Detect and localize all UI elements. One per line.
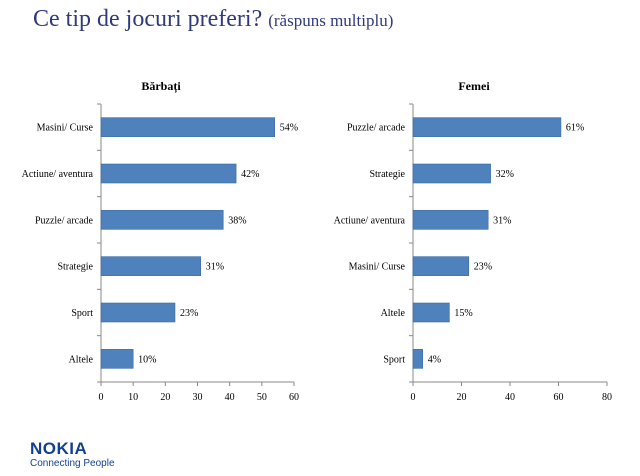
bar-men-4 — [100, 256, 202, 276]
chart-men: Bărbați 0 10 20 30 40 50 60 Masini/ Curse 54% Acti… — [22, 79, 299, 403]
bar-women-4 — [412, 256, 470, 276]
title-subtitle: (răspuns multiplu) — [268, 11, 394, 30]
data-label: 54% — [280, 123, 298, 134]
category-label: Puzzle/ arcade — [35, 215, 94, 226]
x-tick-label: 20 — [457, 392, 467, 403]
bar-women-3 — [412, 210, 489, 230]
x-tick-label: 10 — [128, 392, 138, 403]
data-label: 31% — [493, 215, 511, 226]
x-tick-label: 30 — [193, 392, 203, 403]
x-tick-label: 60 — [289, 392, 299, 403]
category-label: Masini/ Curse — [349, 262, 406, 273]
bar-men-5 — [100, 302, 176, 323]
bar-men-6 — [100, 349, 134, 369]
bar-men-1 — [100, 117, 275, 137]
data-label: 31% — [206, 262, 224, 273]
data-label: 15% — [454, 308, 472, 319]
data-label: 42% — [241, 169, 259, 180]
category-label: Actiune/ aventura — [334, 215, 406, 226]
x-tick-label: 40 — [505, 392, 515, 403]
category-label: Puzzle/ arcade — [347, 123, 406, 134]
x-tick-label: 80 — [602, 392, 612, 403]
page-title: Ce tip de jocuri preferi? (răspuns multi… — [33, 6, 393, 33]
data-label: 61% — [566, 123, 584, 134]
data-label: 38% — [228, 215, 246, 226]
bar-women-1 — [412, 117, 562, 137]
data-label: 23% — [180, 308, 198, 319]
chart-title: Bărbați — [141, 79, 181, 94]
data-label: 23% — [474, 262, 492, 273]
data-label: 10% — [138, 354, 156, 365]
logo-brand: NOKIA — [30, 439, 88, 458]
chart-title: Femei — [458, 79, 490, 93]
category-label: Strategie — [57, 262, 93, 273]
category-label: Sport — [383, 354, 405, 365]
logo-tagline: Connecting People — [30, 458, 115, 469]
chart-women: Femei 0 20 40 60 80 Puzzle/ arcade 61% Strategie… — [334, 79, 612, 403]
bar-men-3 — [100, 210, 224, 230]
category-label: Actiune/ aventura — [22, 169, 94, 180]
bar-women-6 — [412, 349, 423, 369]
category-label: Altele — [69, 354, 94, 365]
bar-women-2 — [412, 163, 491, 184]
x-tick-label: 20 — [160, 392, 170, 403]
x-tick-label: 60 — [554, 392, 564, 403]
x-tick-label: 40 — [225, 392, 235, 403]
x-tick-label: 0 — [411, 392, 416, 403]
category-label: Strategie — [369, 169, 405, 180]
bar-men-2 — [100, 163, 237, 184]
x-tick-label: 0 — [99, 392, 104, 403]
category-label: Sport — [71, 308, 93, 319]
data-label: 4% — [428, 354, 441, 365]
category-label: Masini/ Curse — [37, 123, 94, 134]
title-main: Ce tip de jocuri preferi? — [33, 6, 263, 32]
nokia-logo: NOKIA Connecting People — [30, 440, 115, 470]
x-tick-label: 50 — [257, 392, 267, 403]
category-label: Altele — [381, 308, 406, 319]
data-label: 32% — [496, 169, 514, 180]
bar-women-5 — [412, 302, 450, 323]
